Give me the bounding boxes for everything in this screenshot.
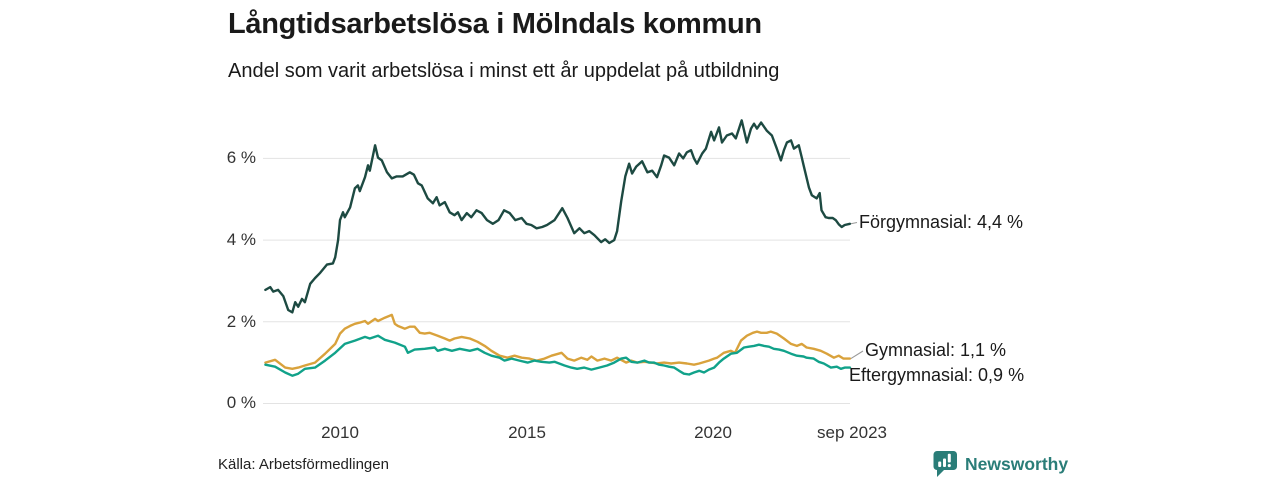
x-axis-tick-label-sep-2023: sep 2023 (817, 423, 887, 442)
x-axis-tick-label-2020: 2020 (694, 423, 732, 442)
y-axis-tick-label-2: 2 % (226, 312, 256, 331)
label-connector-gymnasial (850, 350, 864, 360)
y-axis-tick-label-0: 0 % (226, 393, 256, 412)
series-end-label-gymnasial: Gymnasial: 1,1 % (865, 340, 1007, 360)
series-line-eftergymnasial (264, 334, 852, 377)
x-axis-tick-label-2015: 2015 (508, 423, 546, 442)
series-end-label-eftergymnasial: Eftergymnasial: 0,9 % (849, 365, 1025, 385)
source-caption: Källa: Arbetsförmedlingen (218, 456, 389, 473)
x-axis-tick-label-2010: 2010 (321, 423, 359, 442)
newsworthy-logo[interactable]: Newsworthy (933, 450, 1068, 478)
series-line-gymnasial (264, 313, 852, 370)
brand-wordmark: Newsworthy (965, 453, 1069, 474)
label-connector-forgymnasial (850, 221, 858, 225)
y-axis-tick-label-4: 4 % (226, 230, 256, 249)
chart-subtitle: Andel som varit arbetslösa i minst ett å… (228, 60, 780, 82)
y-axis-tick-label-6: 6 % (226, 148, 256, 167)
series-end-label-forgymnasial: Förgymnasial: 4,4 % (859, 212, 1024, 232)
chart-title: Långtidsarbetslösa i Mölndals kommun (228, 8, 762, 40)
series-line-forgymnasial (264, 119, 852, 314)
bar-chart-speech-bubble-icon (933, 450, 957, 477)
